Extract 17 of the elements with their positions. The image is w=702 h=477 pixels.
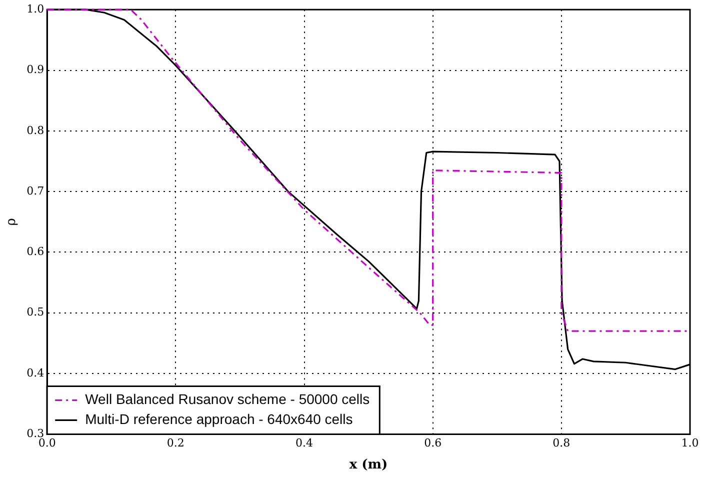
legend-label: Well Balanced Rusanov scheme - 50000 cells (85, 391, 370, 408)
y-tick-label: 0.9 (26, 63, 44, 76)
y-tick-label: 0.5 (26, 306, 44, 319)
y-tick-label: 0.8 (26, 124, 44, 137)
x-tick-label: 1.0 (681, 436, 699, 450)
x-tick-label: 0.4 (296, 436, 314, 450)
x-tick-label: 0.0 (38, 436, 56, 450)
legend-label: Multi-D reference approach - 640x640 cells (85, 411, 353, 428)
y-tick-label: 1.0 (26, 2, 44, 16)
y-tick-label: 0.4 (26, 366, 44, 380)
x-tick-label: 0.8 (552, 436, 570, 450)
y-tick-label: 0.7 (26, 184, 44, 198)
y-axis-title: ρ (4, 218, 20, 226)
x-axis-title: x (m) (349, 458, 388, 473)
x-tick-label: 0.6 (424, 436, 442, 450)
x-tick-label: 0.2 (166, 436, 184, 450)
y-tick-label: 0.6 (26, 245, 44, 258)
